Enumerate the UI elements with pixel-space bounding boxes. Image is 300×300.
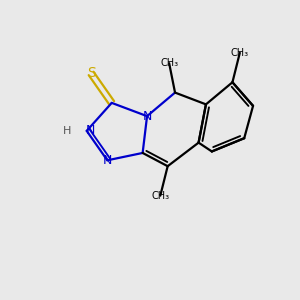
Text: N: N — [85, 124, 95, 137]
Text: CH₃: CH₃ — [231, 48, 249, 58]
Text: N: N — [103, 154, 112, 167]
Text: CH₃: CH₃ — [160, 58, 178, 68]
Text: S: S — [87, 66, 95, 80]
Text: H: H — [63, 126, 72, 136]
Text: CH₃: CH₃ — [151, 190, 169, 201]
Text: N: N — [142, 110, 152, 123]
